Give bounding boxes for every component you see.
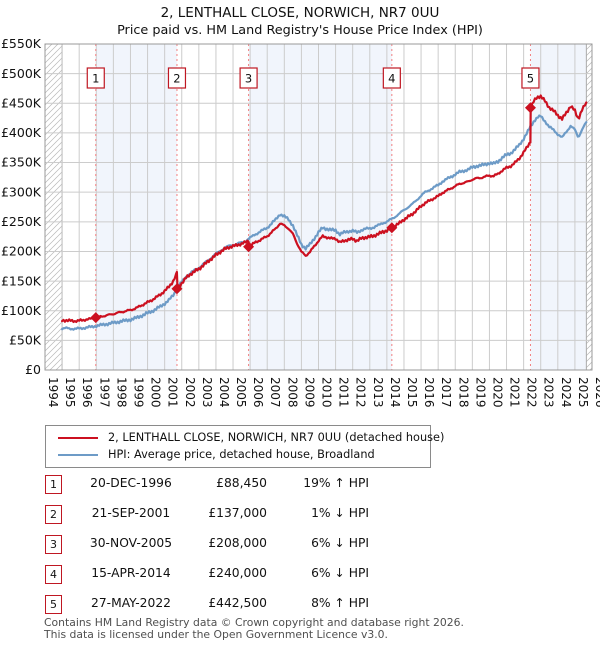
sale-number-badge: 5: [45, 595, 62, 614]
svg-text:£200K: £200K: [1, 244, 42, 259]
svg-text:5: 5: [527, 72, 534, 86]
svg-text:£550K: £550K: [1, 36, 42, 51]
sale-number-badge: 3: [45, 535, 62, 554]
table-row: 3 30-NOV-2005 £208,000 6% ↓ HPI: [45, 532, 465, 562]
svg-text:2018: 2018: [456, 377, 470, 408]
svg-text:1: 1: [92, 72, 99, 86]
svg-text:4: 4: [388, 72, 395, 86]
svg-text:2011: 2011: [337, 377, 351, 408]
sales-table: 1 20-DEC-1996 £88,450 19% ↑ HPI 2 21-SEP…: [45, 472, 465, 622]
svg-text:1994: 1994: [46, 377, 60, 408]
svg-text:2002: 2002: [183, 377, 197, 408]
svg-text:1999: 1999: [131, 377, 145, 408]
svg-text:2024: 2024: [559, 377, 573, 408]
svg-text:2003: 2003: [200, 377, 214, 408]
svg-text:2012: 2012: [354, 377, 368, 408]
sale-hpi-change: 1% ↓ HPI: [311, 506, 369, 520]
svg-text:£50K: £50K: [9, 333, 42, 348]
sale-price: £137,000: [208, 506, 267, 520]
svg-text:2010: 2010: [320, 377, 334, 408]
sale-date: 15-APR-2014: [91, 566, 171, 580]
legend-label: HPI: Average price, detached house, Broa…: [108, 448, 375, 461]
sale-number-badge: 1: [45, 475, 62, 494]
footer-line-2: This data is licensed under the Open Gov…: [44, 627, 388, 641]
svg-text:£250K: £250K: [1, 214, 42, 229]
license-footer: Contains HM Land Registry data © Crown c…: [44, 617, 584, 640]
svg-text:£500K: £500K: [1, 66, 42, 81]
sale-hpi-change: 8% ↑ HPI: [311, 596, 369, 610]
svg-text:2008: 2008: [285, 377, 299, 408]
legend-item-hpi: HPI: Average price, detached house, Broa…: [52, 446, 424, 463]
footer-line-1: Contains HM Land Registry data © Crown c…: [44, 616, 464, 629]
svg-text:£400K: £400K: [1, 125, 42, 140]
table-row: 2 21-SEP-2001 £137,000 1% ↓ HPI: [45, 502, 465, 532]
table-row: 4 15-APR-2014 £240,000 6% ↓ HPI: [45, 562, 465, 592]
svg-text:2021: 2021: [508, 377, 522, 408]
legend-item-price-paid: 2, LENTHALL CLOSE, NORWICH, NR7 0UU (det…: [52, 429, 444, 446]
svg-text:1997: 1997: [97, 377, 111, 408]
legend-label: 2, LENTHALL CLOSE, NORWICH, NR7 0UU (det…: [108, 431, 445, 444]
svg-text:2020: 2020: [490, 377, 504, 408]
table-row: 1 20-DEC-1996 £88,450 19% ↑ HPI: [45, 472, 465, 502]
svg-text:2023: 2023: [542, 377, 556, 408]
table-row: 5 27-MAY-2022 £442,500 8% ↑ HPI: [45, 592, 465, 622]
chart-legend: 2, LENTHALL CLOSE, NORWICH, NR7 0UU (det…: [45, 425, 444, 468]
svg-text:2016: 2016: [422, 377, 436, 408]
svg-text:2004: 2004: [217, 377, 231, 408]
svg-text:2014: 2014: [388, 377, 402, 408]
svg-text:2019: 2019: [473, 377, 487, 408]
sale-number-badge: 4: [45, 565, 62, 584]
price-chart: 1 2 3 4 5 £0 £50K £100K £150K £200K £250K £300K £350…: [1, 36, 600, 408]
svg-text:1996: 1996: [80, 377, 94, 408]
svg-text:2006: 2006: [251, 377, 265, 408]
svg-text:2026: 2026: [593, 377, 600, 408]
svg-text:2013: 2013: [371, 377, 385, 408]
svg-text:2005: 2005: [234, 377, 248, 408]
svg-text:£350K: £350K: [1, 155, 42, 170]
svg-text:2009: 2009: [302, 377, 316, 408]
svg-text:£450K: £450K: [1, 95, 42, 110]
sale-date: 27-MAY-2022: [91, 596, 171, 610]
page-subtitle: Price paid vs. HM Land Registry's House …: [117, 23, 483, 38]
svg-text:2001: 2001: [166, 377, 180, 408]
sale-hpi-change: 6% ↓ HPI: [311, 536, 369, 550]
sale-date: 30-NOV-2005: [89, 536, 173, 550]
svg-text:£100K: £100K: [1, 303, 42, 318]
sale-price: £208,000: [208, 536, 267, 550]
page-title: 2, LENTHALL CLOSE, NORWICH, NR7 0UU: [160, 5, 440, 21]
svg-text:2022: 2022: [525, 377, 539, 408]
sale-number-badge: 2: [45, 505, 62, 524]
sale-price: £240,000: [208, 566, 267, 580]
svg-text:2017: 2017: [439, 377, 453, 408]
svg-text:£150K: £150K: [1, 273, 42, 288]
svg-text:£0: £0: [25, 362, 41, 377]
sale-price: £88,450: [216, 476, 267, 490]
svg-text:2: 2: [173, 72, 180, 86]
svg-text:3: 3: [245, 72, 252, 86]
blue-line-swatch: [58, 453, 98, 456]
svg-text:2015: 2015: [405, 377, 419, 408]
sale-hpi-change: 19% ↑ HPI: [303, 476, 369, 490]
red-line-swatch: [58, 436, 98, 439]
svg-text:£300K: £300K: [1, 184, 42, 199]
sale-hpi-change: 6% ↓ HPI: [311, 566, 369, 580]
svg-text:1998: 1998: [114, 377, 128, 408]
svg-text:2025: 2025: [576, 377, 590, 408]
sale-price: £442,500: [208, 596, 267, 610]
sale-date: 21-SEP-2001: [91, 506, 171, 520]
svg-text:1995: 1995: [63, 377, 77, 408]
svg-text:2000: 2000: [149, 377, 163, 408]
sale-date: 20-DEC-1996: [90, 476, 172, 490]
svg-text:2007: 2007: [268, 377, 282, 408]
